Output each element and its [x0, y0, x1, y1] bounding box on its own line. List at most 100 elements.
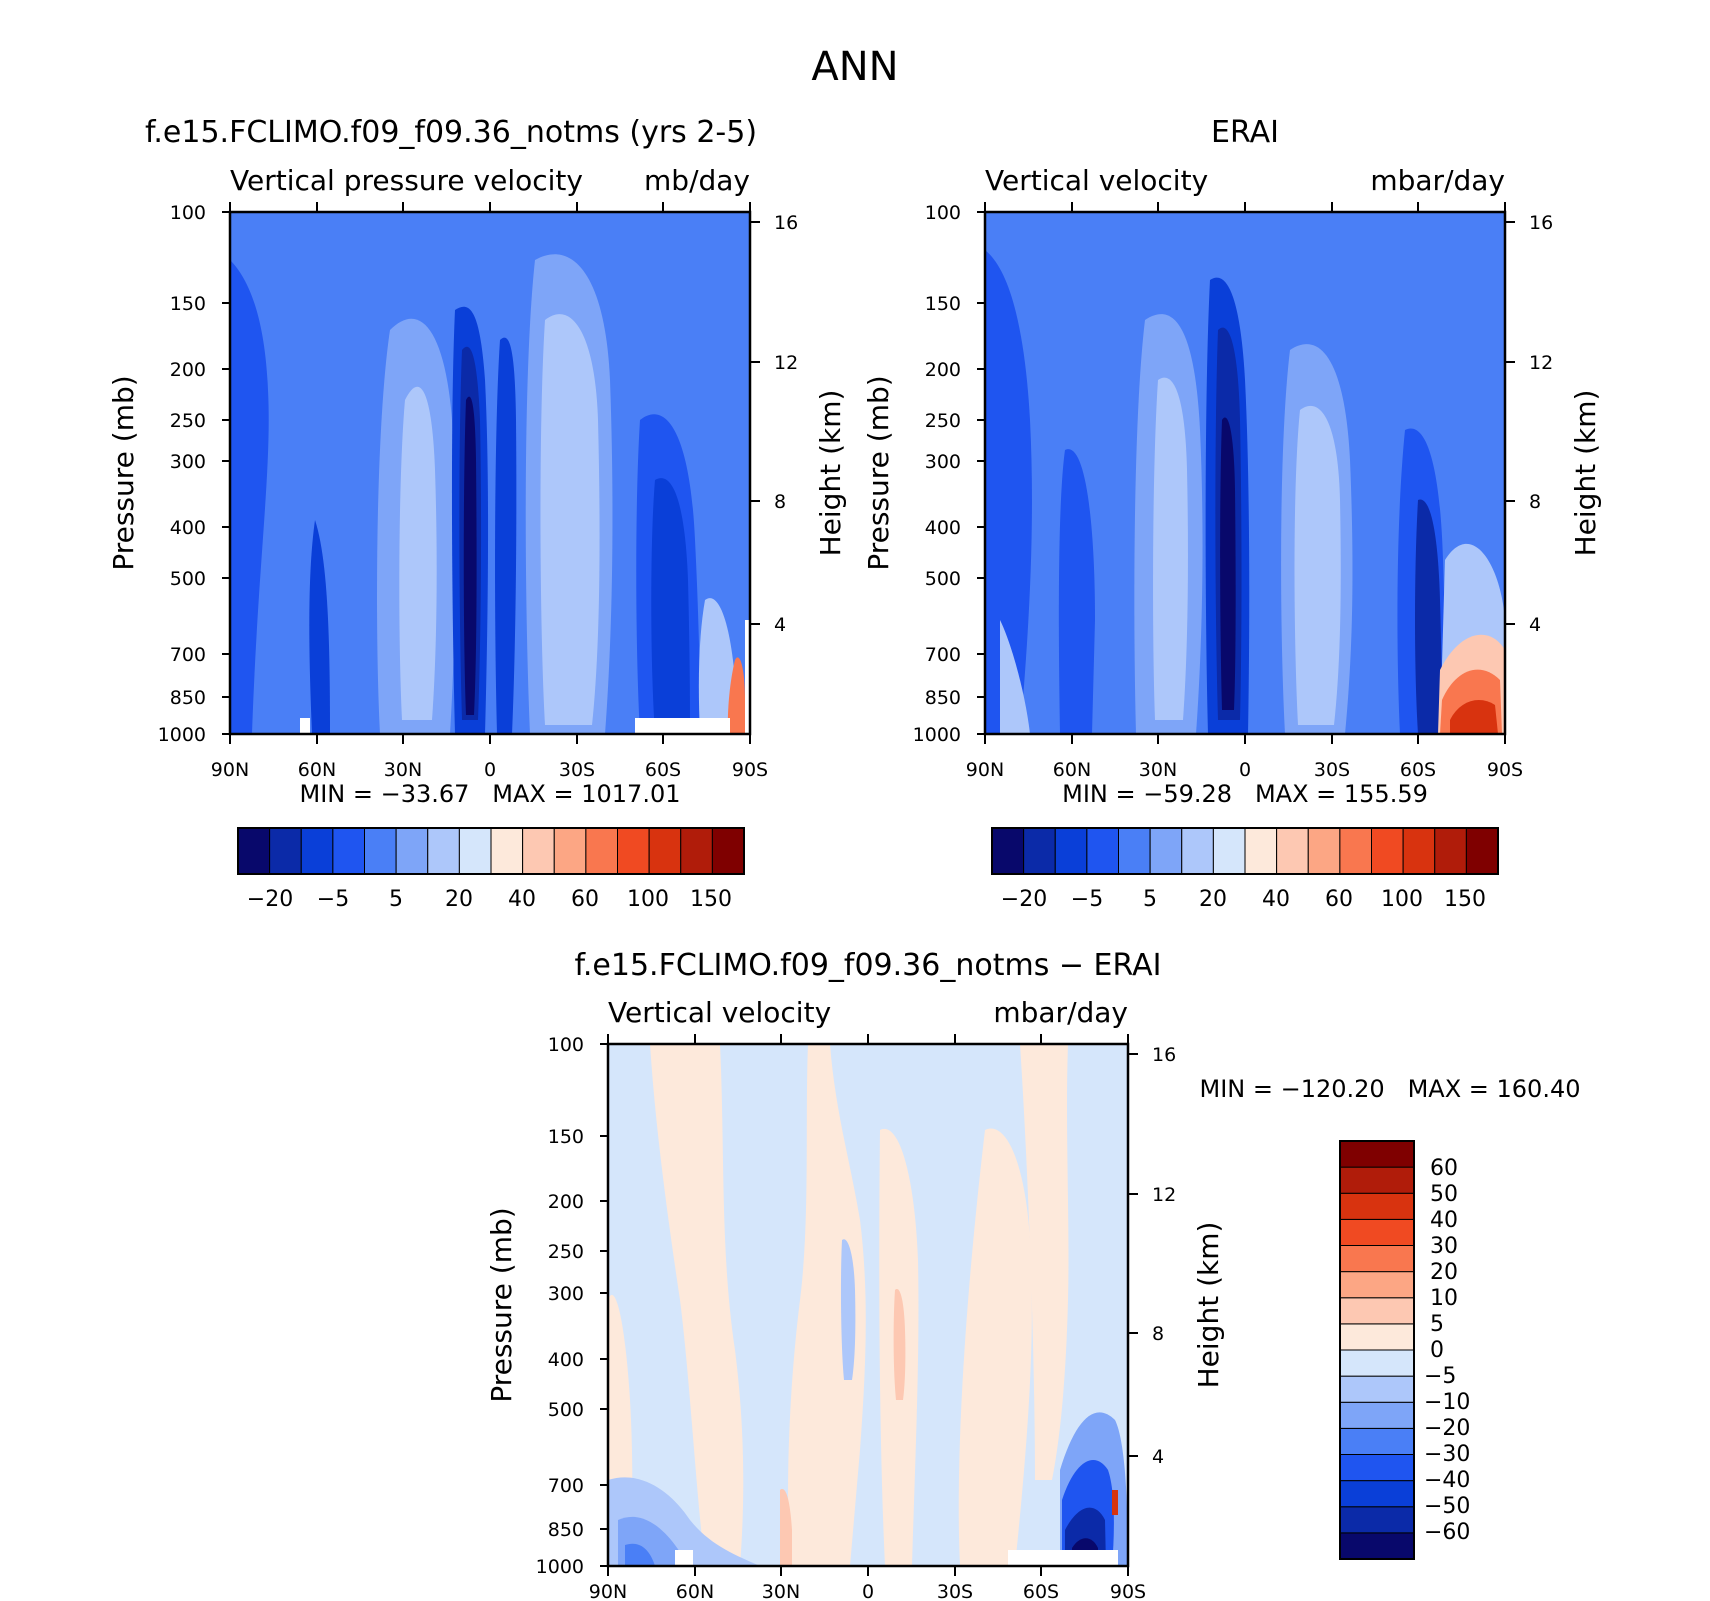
colorbar-swatch: [332, 827, 365, 875]
model-cb-label: 100: [627, 887, 669, 912]
model-htick-16: 16: [774, 212, 798, 234]
colorbar-swatch: [553, 827, 587, 875]
diff-ptick-400: 400: [548, 1349, 584, 1371]
panel-obs-height-ticks: 16 12 8 4: [1529, 212, 1553, 636]
model-ptick-700: 700: [170, 644, 206, 666]
diff-warm-blob-2: [780, 1489, 792, 1566]
colorbar-swatch: [522, 827, 555, 875]
panel-model-title: f.e15.FCLIMO.f09_f09.36_notms (yrs 2-5): [145, 115, 757, 150]
diff-cb-label: 0: [1430, 1338, 1444, 1363]
colorbar-swatch: [1371, 827, 1404, 875]
obs-cb-label: 100: [1381, 887, 1423, 912]
obs-ptick-150: 150: [925, 293, 961, 315]
model-ptick-1000: 1000: [158, 724, 206, 746]
obs-cb-label: 40: [1262, 887, 1290, 912]
obs-band-nh: [985, 250, 1032, 734]
diff-cold-blob: [840, 1239, 856, 1380]
obs-ptick-850: 850: [925, 687, 961, 709]
model-ptick-250: 250: [170, 410, 206, 432]
diff-lat-30s: 30S: [937, 1581, 973, 1601]
diff-mask-60s: [1008, 1550, 1118, 1566]
obs-htick-8: 8: [1529, 491, 1541, 513]
diff-cb-label: 30: [1430, 1234, 1458, 1259]
colorbar-swatch: [237, 827, 271, 875]
diff-cb-label: 40: [1430, 1208, 1458, 1233]
obs-band-30s-inner: [1294, 405, 1341, 725]
diff-cb-label: −20: [1424, 1416, 1470, 1441]
obs-htick-12: 12: [1529, 352, 1553, 374]
panel-diff-title: f.e15.FCLIMO.f09_f09.36_notms − ERAI: [575, 948, 1162, 983]
diff-warm-blob: [893, 1289, 906, 1400]
obs-ptick-500: 500: [925, 568, 961, 590]
obs-lat-60n: 60N: [1053, 759, 1091, 781]
colorbar-swatch: [711, 827, 745, 875]
panel-model-colorbar-labels: −20 −5 5 20 40 60 100 150: [247, 887, 732, 912]
colorbar-swatch: [458, 827, 492, 875]
obs-band-sp-warm3: [1450, 700, 1498, 734]
model-lat-90s: 90S: [732, 759, 768, 781]
obs-ptick-300: 300: [925, 451, 961, 473]
obs-htick-16: 16: [1529, 212, 1553, 234]
model-ptick-850: 850: [170, 687, 206, 709]
panel-diff-ylabel: Pressure (mb): [485, 1207, 518, 1402]
colorbar-frame: [991, 827, 1499, 875]
panel-obs-field: [985, 212, 1505, 734]
colorbar-swatch: [617, 827, 650, 875]
model-ptick-300: 300: [170, 451, 206, 473]
figure-title: ANN: [811, 44, 898, 90]
panel-model-left-label: Vertical pressure velocity: [230, 164, 583, 197]
colorbar-swatch: [300, 827, 334, 875]
colorbar-swatch: [427, 827, 460, 875]
panel-model-stats: MIN = −33.67 MAX = 1017.01: [300, 780, 681, 808]
diff-cb-label: −60: [1424, 1520, 1470, 1545]
diff-lat-0: 0: [862, 1581, 874, 1601]
model-band-sh-eq: [495, 337, 517, 734]
obs-ptick-200: 200: [925, 359, 961, 381]
model-lat-60n: 60N: [298, 759, 336, 781]
obs-htick-4: 4: [1529, 614, 1541, 636]
obs-cb-label: 5: [1143, 887, 1157, 912]
colorbar-swatch: [1339, 1401, 1415, 1429]
model-band-sp-warm: [727, 657, 745, 734]
obs-ptick-400: 400: [925, 517, 961, 539]
colorbar-swatch: [1118, 827, 1151, 875]
model-band-60s-inner: [651, 478, 690, 734]
obs-lat-30n: 30N: [1139, 759, 1177, 781]
diff-htick-8: 8: [1152, 1323, 1164, 1345]
model-lat-0: 0: [484, 759, 496, 781]
colorbar-swatch: [395, 827, 429, 875]
model-ptick-150: 150: [170, 293, 206, 315]
panel-diff-height-ticks: 16 12 8 4: [1152, 1044, 1176, 1468]
panel-obs-y2label: Height (km): [1569, 390, 1602, 557]
model-cb-label: 40: [508, 887, 536, 912]
diff-ptick-150: 150: [548, 1126, 584, 1148]
obs-lat-90s: 90S: [1487, 759, 1523, 781]
obs-cb-label: 150: [1444, 887, 1486, 912]
colorbar-swatch: [1307, 827, 1341, 875]
diff-cb-label: 60: [1430, 1156, 1458, 1181]
colorbar-swatch: [1244, 827, 1278, 875]
panel-model-height-ticks: 16 12 8 4: [774, 212, 798, 636]
diff-ptick-700: 700: [548, 1475, 584, 1497]
colorbar-swatch: [1339, 827, 1372, 875]
model-mask-sp: [745, 620, 750, 734]
diff-cb-label: −30: [1424, 1442, 1470, 1467]
panel-obs: ERAI Vertical velocity mbar/day: [862, 115, 1602, 912]
colorbar-swatch: [1339, 1297, 1415, 1325]
model-band-30s-inner: [540, 314, 600, 725]
panel-diff-field: [608, 1044, 1128, 1566]
panel-obs-units: mbar/day: [1370, 164, 1505, 197]
obs-cb-label: 60: [1325, 887, 1353, 912]
obs-ptick-700: 700: [925, 644, 961, 666]
diff-htick-4: 4: [1152, 1446, 1164, 1468]
model-ptick-400: 400: [170, 517, 206, 539]
colorbar-swatch: [648, 827, 682, 875]
panel-model-units: mb/day: [644, 164, 750, 197]
panel-diff-pressure-ticks: 100 150 200 250 300 400 500 700 850 1000: [536, 1034, 584, 1578]
colorbar-swatch: [1339, 1192, 1415, 1220]
colorbar-swatch: [1149, 827, 1183, 875]
colorbar-swatch: [1339, 1323, 1415, 1351]
panel-obs-colorbar-labels: −20 −5 5 20 40 60 100 150: [1001, 887, 1486, 912]
colorbar-frame: [1339, 1140, 1415, 1560]
diff-warm-1: [650, 1044, 744, 1566]
